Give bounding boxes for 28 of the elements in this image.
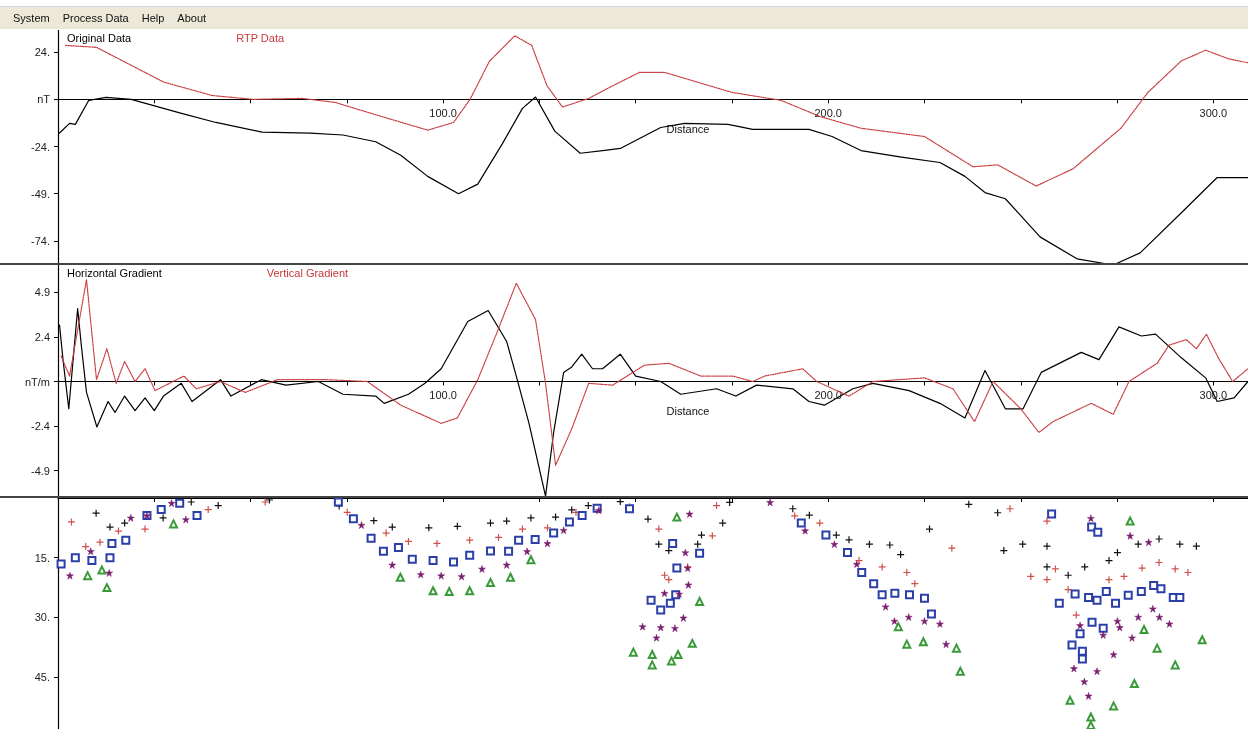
text: System	[13, 12, 50, 24]
text: About	[177, 12, 207, 24]
y-tick-label: 4.9	[34, 286, 50, 299]
y-tick-label: 15.	[34, 551, 50, 564]
y-tick-label: 24.	[34, 46, 50, 59]
y-tick-label: -74.	[31, 234, 50, 247]
y-tick-label: nT/m	[24, 375, 50, 388]
y-tick-label: -2.4	[31, 420, 50, 433]
y-tick-label: -4.9	[31, 464, 50, 477]
x-tick-label: 100.0	[429, 389, 457, 401]
x-axis-title: Distance	[666, 404, 710, 417]
x-tick-label: 300.0	[1199, 106, 1228, 119]
text: Vertical Gradient	[266, 266, 349, 279]
text: Process Data	[62, 12, 129, 24]
text: Help	[141, 12, 165, 24]
y-tick-label: nT	[37, 93, 51, 106]
x-axis-title: Distance	[666, 122, 710, 135]
y-tick-label: 30.	[34, 611, 50, 624]
y-tick-label: 2.4	[34, 330, 50, 343]
x-tick-label: 100.0	[429, 106, 457, 119]
text: Original Data	[67, 31, 133, 44]
x-tick-label: 200.0	[814, 389, 842, 401]
y-tick-label: -49.	[31, 187, 50, 200]
y-tick-label: 45.	[34, 671, 50, 684]
text: Horizontal Gradient	[67, 266, 162, 279]
text: RTP Data	[236, 31, 285, 44]
y-tick-label: -24.	[31, 140, 50, 153]
x-tick-label: 200.0	[814, 106, 842, 119]
